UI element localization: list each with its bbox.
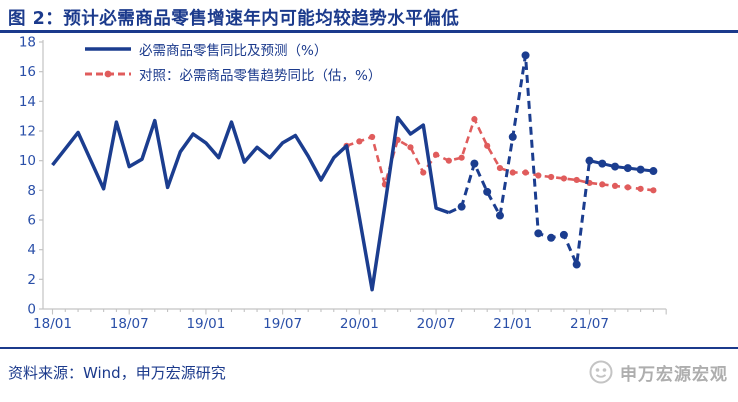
x-tick-label: 20/01 <box>340 316 379 332</box>
y-tick-label: 4 <box>27 242 36 258</box>
trend-point <box>420 169 427 176</box>
y-tick-label: 10 <box>19 153 36 169</box>
x-tick-label: 19/07 <box>263 316 302 332</box>
y-tick-label: 14 <box>19 94 36 110</box>
legend-label-trend: 对照：必需商品零售趋势同比（估，%） <box>139 68 382 84</box>
trend-point <box>407 144 414 151</box>
forecast-point <box>547 233 556 242</box>
x-tick-label: 18/07 <box>110 316 149 332</box>
trend-point <box>611 182 619 189</box>
forecast-point <box>611 162 620 171</box>
forecast-point <box>508 132 517 141</box>
y-tick-label: 6 <box>27 213 36 229</box>
legend-label-actual: 必需商品零售同比及预测（%） <box>139 43 328 59</box>
dashed-line-swatch-icon <box>85 70 131 78</box>
trend-point <box>369 133 376 141</box>
trend-point <box>599 181 606 188</box>
trend-point <box>650 187 657 194</box>
forecast-point <box>598 159 607 168</box>
forecast-point <box>649 167 658 176</box>
x-tick-label: 20/07 <box>417 316 456 332</box>
forecast-point <box>636 165 645 174</box>
forecast-point <box>559 230 568 239</box>
trend-point <box>445 157 452 164</box>
y-tick-label: 8 <box>27 183 36 199</box>
x-tick-label: 19/01 <box>186 316 225 332</box>
trend-point <box>496 164 504 172</box>
x-tick-label: 18/01 <box>33 316 72 332</box>
trend-point <box>356 138 363 145</box>
y-tick-label: 12 <box>19 124 36 140</box>
forecast-point <box>495 211 504 220</box>
watermark-label: 申万宏源宏观 <box>620 364 728 385</box>
solid-line-swatch-icon <box>85 47 131 51</box>
title-rule <box>0 30 738 33</box>
forecast-point <box>534 229 543 238</box>
page-title: 图 2：预计必需商品零售增速年内可能均较趋势水平偏低 <box>8 9 460 29</box>
chart-legend: 必需商品零售同比及预测（%） 对照：必需商品零售趋势同比（估，%） <box>84 39 381 84</box>
chart-area: 0 2 4 6 8 10 12 14 16 18 18/01 18/07 19/01 19/07 20/01… <box>19 35 667 332</box>
trend-point <box>624 184 631 191</box>
trend-point <box>458 154 465 161</box>
y-tick-label: 2 <box>27 272 36 288</box>
footer: 资料来源：Wind，申万宏源研究 申万宏源宏观 <box>8 352 728 392</box>
source-note: 资料来源：Wind，申万宏源研究 <box>8 363 226 382</box>
trend-point <box>484 142 491 149</box>
series-actual-line-forecast <box>448 55 654 271</box>
trend-point <box>432 151 440 158</box>
trend-point <box>522 169 529 176</box>
y-tick-label: 18 <box>19 35 36 51</box>
footer-rule <box>0 347 738 349</box>
forecast-point <box>623 164 632 173</box>
forecast-point <box>457 202 466 211</box>
trend-point <box>637 185 644 192</box>
forecast-point <box>470 159 479 168</box>
trend-point <box>471 116 478 123</box>
legend-item-trend: 对照：必需商品零售趋势同比（估，%） <box>84 64 381 84</box>
chart-svg: 0 2 4 6 8 10 12 14 16 18 18/01 18/07 19/01 19/07 20/01… <box>19 35 667 332</box>
forecast-point <box>483 187 492 196</box>
trend-point <box>509 169 516 176</box>
forecast-point <box>585 156 594 165</box>
trend-point <box>560 175 568 182</box>
x-tick-label: 21/07 <box>570 316 609 332</box>
legend-swatch-red-dot <box>104 70 112 78</box>
trend-point <box>548 173 555 181</box>
watermark-logo-icon <box>589 360 613 384</box>
legend-item-actual: 必需商品零售同比及预测（%） <box>84 39 381 59</box>
y-tick-label: 16 <box>19 64 36 80</box>
forecast-point <box>572 260 581 269</box>
series-actual-line-solid <box>51 115 450 292</box>
trend-point <box>535 172 542 179</box>
forecast-point <box>521 51 530 60</box>
y-tick-label: 0 <box>27 302 36 318</box>
trend-point <box>573 176 580 184</box>
watermark: 申万宏源宏观 <box>588 359 728 385</box>
x-tick-label: 21/01 <box>493 316 532 332</box>
